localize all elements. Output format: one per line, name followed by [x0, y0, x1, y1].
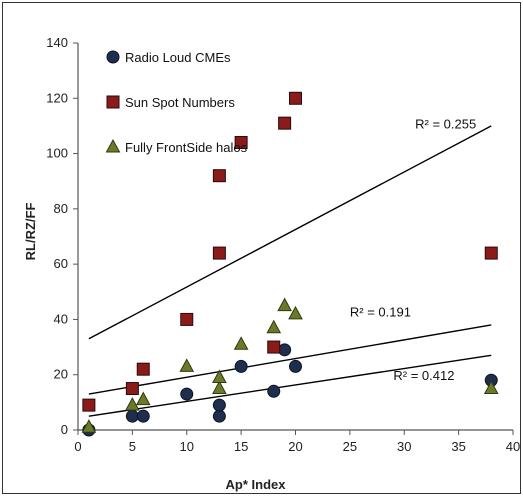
data-point-circle [289, 359, 302, 373]
r-squared-label: R² = 0.191 [350, 305, 411, 320]
data-points [81, 91, 499, 437]
trendline [88, 324, 492, 395]
data-point-circle [212, 398, 226, 412]
x-tick-label: 20 [288, 439, 302, 454]
x-axis-title: Ap* Index [226, 477, 287, 492]
scatter-chart: 0 20 40 60 80 100 120 140 0 5 10 15 20 25 30 35 40 R² = … [23, 35, 520, 492]
r-squared-label: R² = 0.255 [415, 117, 476, 132]
data-point-square [136, 362, 150, 376]
data-point-square [484, 246, 498, 260]
y-tick-label: 120 [46, 90, 68, 105]
data-point-circle [180, 387, 194, 401]
legend-marker-triangle [105, 138, 121, 153]
y-tick-label: 80 [54, 201, 68, 216]
x-tick-label: 40 [506, 439, 520, 454]
data-point-triangle [212, 369, 227, 383]
data-point-square [234, 136, 248, 150]
trendline [88, 125, 492, 340]
y-tick-label: 140 [46, 35, 68, 50]
x-tick-label: 5 [129, 439, 136, 454]
data-point-square [289, 91, 302, 105]
data-point-triangle [212, 380, 227, 395]
data-point-triangle [81, 419, 97, 433]
trendlines: R² = 0.255 R² = 0.191 R² = 0.412 [88, 117, 492, 417]
data-point-circle [136, 409, 150, 423]
x-tick-label: 25 [343, 439, 357, 454]
y-tick-label: 100 [46, 146, 68, 161]
y-tick-label: 60 [54, 256, 68, 271]
data-point-circle [212, 409, 226, 423]
legend: Radio Loud CMEs Sun Spot Numbers Fully Fro… [105, 50, 248, 155]
data-point-circle [125, 409, 139, 423]
legend-marker-circle [106, 50, 120, 64]
y-tick-label: 20 [54, 367, 68, 382]
legend-entry: Radio Loud CMEs [125, 50, 231, 65]
data-point-circle [234, 359, 248, 373]
data-point-square [125, 382, 139, 396]
data-point-triangle [125, 397, 140, 411]
data-point-triangle [483, 380, 499, 395]
axes: 0 20 40 60 80 100 120 140 0 5 10 15 20 25 30 35 40 [46, 35, 520, 454]
x-tick-label: 30 [397, 439, 411, 454]
data-point-triangle [135, 391, 151, 406]
data-point-triangle [179, 358, 195, 372]
data-point-square [212, 246, 226, 260]
trendline [88, 354, 492, 417]
data-point-triangle [266, 319, 282, 334]
x-tick-label: 15 [234, 439, 248, 454]
x-tick-label: 10 [180, 439, 194, 454]
data-point-square [278, 116, 292, 130]
y-tick-label: 40 [54, 311, 68, 326]
x-tick-label: 35 [451, 439, 465, 454]
legend-marker-square [106, 95, 120, 109]
legend-entry: Fully FrontSide halos [125, 140, 248, 155]
data-point-circle [267, 384, 281, 398]
data-point-square [82, 398, 96, 412]
y-axis-title: RL/RZ/FF [23, 203, 38, 261]
data-point-triangle [288, 305, 303, 320]
data-point-square [267, 340, 281, 354]
data-point-triangle [233, 336, 249, 350]
data-point-square [180, 312, 194, 326]
legend-entry: Sun Spot Numbers [125, 95, 235, 110]
data-point-circle [278, 343, 292, 357]
data-point-triangle [277, 297, 292, 312]
x-tick-label: 0 [74, 439, 81, 454]
y-tick-label: 0 [61, 422, 68, 437]
r-squared-label: R² = 0.412 [393, 368, 454, 383]
data-point-square [212, 169, 226, 183]
